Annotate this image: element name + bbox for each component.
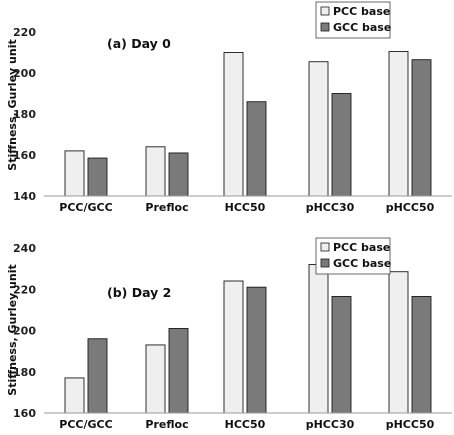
legend-swatch	[320, 6, 330, 16]
y-tick-label: 140	[13, 190, 36, 203]
y-tick-label: 160	[13, 149, 36, 162]
legend-swatch	[320, 22, 330, 32]
legend-label: PCC base	[333, 5, 390, 18]
panel-title: (b) Day 2	[107, 285, 171, 300]
bar-pcc-base	[223, 280, 244, 414]
bar-pcc-base	[145, 146, 166, 197]
x-tick-label: Prefloc	[145, 418, 188, 431]
legend-label: GCC base	[333, 21, 391, 34]
bar-pcc-base	[308, 61, 329, 197]
y-axis-label: Stiffness, Gurley unit	[6, 264, 19, 395]
bar-pcc-base	[64, 150, 85, 197]
bar-gcc-base	[168, 327, 189, 414]
x-tick-label: HCC50	[225, 201, 266, 214]
bar-gcc-base	[246, 286, 267, 414]
y-axis-label: Stiffness, Gurley unit	[6, 39, 19, 170]
y-tick-label: 200	[13, 325, 36, 338]
x-tick-label: PCC/GCC	[59, 201, 112, 214]
x-tick-label: Prefloc	[145, 201, 188, 214]
legend-swatch	[320, 242, 330, 252]
legend-label: PCC base	[333, 241, 390, 254]
bar-gcc-base	[331, 296, 352, 414]
x-tick-label: HCC50	[225, 418, 266, 431]
bar-gcc-base	[411, 59, 432, 197]
bar-pcc-base	[64, 377, 85, 414]
bar-gcc-base	[168, 152, 189, 197]
legend-swatch	[320, 258, 330, 268]
y-tick-label: 220	[13, 26, 36, 39]
legend-label: GCC base	[333, 257, 391, 270]
bar-gcc-base	[87, 157, 108, 197]
x-tick-label: pHCC50	[386, 418, 435, 431]
x-tick-label: pHCC30	[306, 418, 355, 431]
x-tick-label: pHCC50	[386, 201, 435, 214]
y-tick-label: 180	[13, 108, 36, 121]
bar-pcc-base	[388, 51, 409, 197]
x-tick-label: PCC/GCC	[59, 418, 112, 431]
bar-gcc-base	[331, 93, 352, 197]
bar-pcc-base	[308, 264, 329, 414]
bar-pcc-base	[223, 52, 244, 197]
y-tick-label: 240	[13, 242, 36, 255]
legend: PCC base GCC base	[315, 237, 391, 275]
y-tick-label: 200	[13, 67, 36, 80]
chart-panel-2: 160 180 200 220 240 Stiffness, Gurley unit PCC…	[6, 237, 452, 431]
y-tick-label: 180	[13, 366, 36, 379]
legend: PCC base GCC base	[315, 1, 391, 39]
y-tick-label: 220	[13, 283, 36, 296]
bar-pcc-base	[145, 344, 166, 414]
bar-pcc-base	[388, 271, 409, 414]
bar-gcc-base	[87, 338, 108, 414]
y-tick-label: 160	[13, 407, 36, 420]
bar-gcc-base	[411, 296, 432, 414]
x-tick-label: pHCC30	[306, 201, 355, 214]
panel-title: (a) Day 0	[107, 36, 171, 51]
bar-gcc-base	[246, 101, 267, 197]
